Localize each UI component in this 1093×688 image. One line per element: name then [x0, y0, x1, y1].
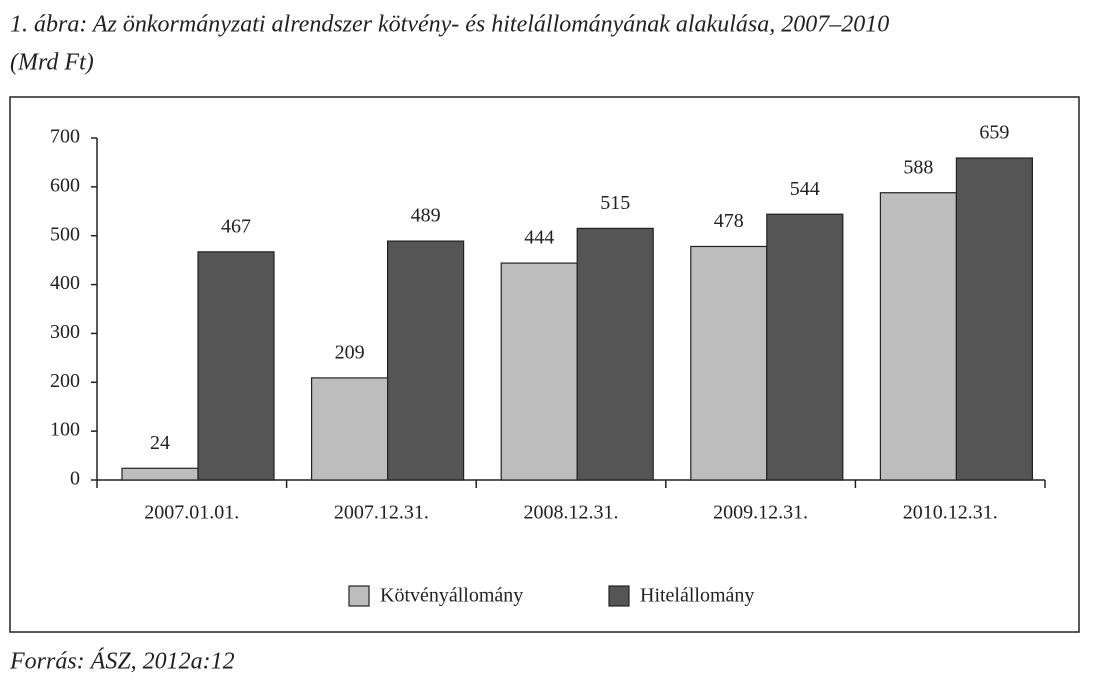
legend-label: Hitelállomány — [640, 585, 754, 607]
bar — [955, 157, 1034, 481]
bar — [576, 227, 654, 481]
x-tick-label: 2007.12.31. — [334, 502, 429, 524]
value-label: 588 — [903, 156, 933, 178]
value-label: 478 — [714, 210, 744, 232]
chart-subtitle: (Mrd Ft) — [10, 50, 94, 76]
x-tick-label: 2007.01.01. — [144, 502, 239, 524]
legend-label: Kötvényállomány — [380, 585, 523, 607]
y-tick-label: 400 — [50, 272, 80, 294]
bar — [197, 251, 275, 481]
y-tick-label: 300 — [50, 321, 80, 343]
y-tick-label: 0 — [70, 468, 80, 490]
bar — [766, 213, 844, 481]
legend-swatch — [608, 585, 630, 607]
legend-swatch — [348, 585, 370, 607]
value-label: 209 — [335, 341, 365, 363]
chart-title: 1. ábra: Az önkormányzati alrendszer köt… — [10, 12, 889, 38]
bar — [311, 377, 389, 481]
x-tick-label: 2009.12.31. — [713, 502, 808, 524]
value-label: 659 — [979, 122, 1009, 144]
y-tick-label: 600 — [50, 174, 80, 196]
y-tick-label: 500 — [50, 223, 80, 245]
bar — [121, 467, 199, 481]
x-tick-label: 2008.12.31. — [524, 502, 619, 524]
value-label: 515 — [600, 192, 630, 214]
bar — [690, 245, 768, 481]
chart-frame — [9, 96, 1080, 633]
x-tick-label: 2010.12.31. — [903, 502, 998, 524]
value-label: 24 — [150, 432, 170, 454]
source-note: Forrás: ÁSZ, 2012a:12 — [9, 649, 235, 675]
y-tick-label: 700 — [50, 126, 80, 148]
value-label: 544 — [790, 178, 820, 200]
y-tick-label: 200 — [50, 370, 80, 392]
bar — [500, 262, 578, 481]
value-label: 444 — [524, 227, 554, 249]
bar — [387, 240, 465, 481]
value-label: 489 — [411, 205, 441, 227]
value-label: 467 — [221, 215, 251, 237]
bar — [879, 192, 958, 481]
y-tick-label: 100 — [50, 419, 80, 441]
